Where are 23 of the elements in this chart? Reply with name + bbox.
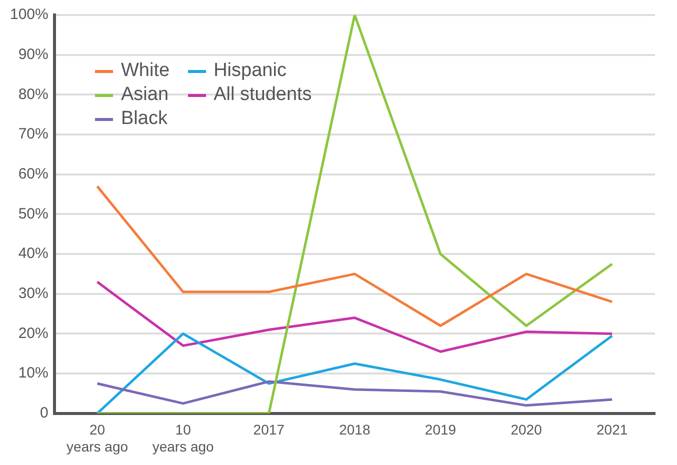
y-tick-label: 90% xyxy=(18,46,48,63)
y-tick-label: 0 xyxy=(40,404,48,422)
legend-label: Hispanic xyxy=(214,60,286,82)
legend-label: Black xyxy=(121,108,168,130)
y-tick-label: 40% xyxy=(18,245,48,262)
y-tick-label: 20% xyxy=(18,324,48,342)
x-tick-label: 10 years ago xyxy=(152,422,214,454)
x-tick-label: 2018 xyxy=(339,422,370,438)
y-tick-label: 70% xyxy=(18,126,48,143)
x-tick-label: 2021 xyxy=(596,422,628,438)
legend-label: All students xyxy=(214,84,312,106)
y-tick-label: 100% xyxy=(10,6,48,24)
y-tick-label: 30% xyxy=(18,285,48,302)
x-tick-label: 2019 xyxy=(424,422,456,438)
y-tick-label: 80% xyxy=(18,86,48,103)
legend-label: White xyxy=(121,60,170,82)
x-tick-label: 20 years ago xyxy=(66,422,128,454)
x-tick-label: 2020 xyxy=(510,422,542,438)
y-tick-label: 10% xyxy=(18,364,48,382)
y-tick-label: 50% xyxy=(18,205,48,222)
x-tick-label: 2017 xyxy=(253,422,285,438)
legend-label: Asian xyxy=(121,84,169,106)
y-tick-label: 60% xyxy=(18,166,48,182)
